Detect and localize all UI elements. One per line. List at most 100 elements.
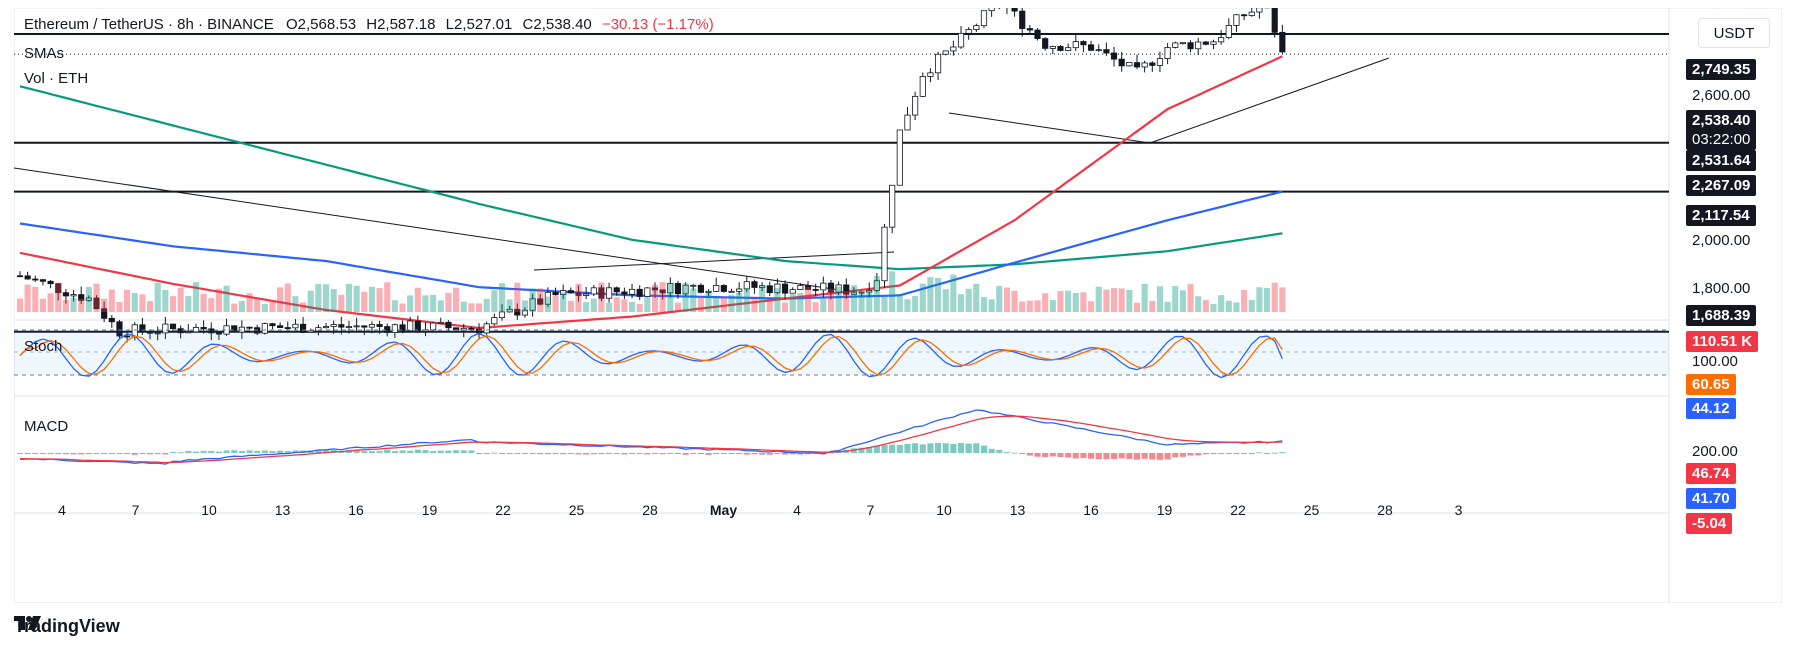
candle-body	[812, 289, 819, 291]
volume-bar	[812, 302, 819, 312]
volume-bar	[713, 296, 720, 312]
stoch-k-line	[19, 332, 1283, 379]
candle-body	[537, 298, 544, 305]
volume-bar	[736, 292, 743, 312]
chart-canvas[interactable]: 4 7 10 13 16 19 22 25 28 May 4 7 10 13 16 19 22 25 28 3	[14, 8, 1782, 603]
macd-histogram-bar	[78, 453, 85, 455]
volume-bar	[407, 295, 414, 312]
macd-histogram-bar	[430, 451, 437, 453]
candle-body	[667, 283, 674, 294]
macd-histogram-bar	[873, 445, 880, 453]
volume-bar	[70, 297, 77, 312]
candle-body	[590, 287, 597, 295]
macd-histogram-bar	[1263, 453, 1271, 454]
macd-histogram-bar	[912, 443, 919, 453]
volume-bar	[78, 298, 85, 312]
candle-body	[246, 326, 253, 329]
macd-histogram-bar	[980, 445, 988, 453]
candle-body	[858, 291, 865, 294]
volume-bar	[1271, 282, 1278, 312]
candle-body	[942, 50, 949, 55]
macd-histogram-bar	[766, 453, 773, 455]
macd-histogram-bar	[101, 453, 108, 454]
macd-histogram-bar	[1019, 453, 1026, 454]
candle-body	[1026, 28, 1033, 31]
volume-bar	[628, 301, 636, 312]
macd-histogram-bar	[942, 443, 949, 453]
macd-histogram-bar	[1133, 453, 1141, 460]
macd-histogram-bar	[705, 453, 712, 455]
tradingview-logo[interactable]: TradingView	[14, 616, 120, 637]
macd-histogram-bar	[904, 443, 911, 453]
macd-histogram-bar	[238, 450, 245, 453]
macd-histogram-bar	[927, 443, 934, 453]
macd-histogram-bar	[391, 451, 398, 453]
macd-histogram-bar	[720, 453, 727, 454]
volume-bar	[1172, 286, 1179, 312]
volume-bar	[437, 300, 444, 312]
price-tick-2000: 2,000.00	[1692, 232, 1751, 249]
macd-histogram-bar	[950, 443, 957, 453]
macd-signal-tag: -5.04	[1686, 513, 1733, 534]
macd-histogram-bar	[1003, 451, 1010, 453]
candle-body	[774, 283, 781, 294]
candle-body	[1202, 41, 1209, 45]
macd-histogram-bar	[797, 453, 804, 455]
volume-bar	[889, 271, 896, 312]
trend-line	[533, 251, 895, 271]
currency-button[interactable]: USDT	[1698, 18, 1770, 48]
macd-histogram-bar	[445, 450, 452, 453]
candle-body	[1126, 62, 1133, 67]
macd-histogram-bar	[139, 453, 146, 454]
candle-body	[927, 72, 934, 77]
macd-histogram-bar	[384, 449, 391, 453]
candle-body	[1179, 42, 1186, 45]
macd-histogram-bar	[353, 449, 360, 453]
level-tag-1688: 1,688.39	[1686, 305, 1757, 326]
stoch-d-line	[19, 335, 1283, 376]
candle-body	[78, 294, 85, 301]
candle-body	[1095, 49, 1102, 52]
macd-histogram-bar	[935, 442, 942, 453]
volume-label[interactable]: Vol · ETH	[24, 70, 89, 87]
candle-body	[896, 129, 903, 186]
volume-bar	[606, 302, 613, 312]
macd-label[interactable]: MACD	[24, 418, 69, 435]
candle-body	[1110, 52, 1118, 60]
volume-bar	[101, 298, 108, 312]
volume-bar	[743, 287, 750, 312]
volume-bar	[843, 291, 850, 312]
macd-histogram-bar	[1233, 453, 1240, 454]
volume-bar	[705, 292, 712, 312]
macd-histogram-bar	[208, 451, 215, 453]
macd-histogram-bar	[437, 450, 444, 453]
volume-bar	[751, 298, 758, 312]
volume-bar	[453, 287, 460, 312]
chart-frame[interactable]: 4 7 10 13 16 19 22 25 28 May 4 7 10 13 16 19 22 25 28 3 Eth…	[14, 8, 1782, 603]
volume-bar	[169, 296, 177, 312]
macd-histogram-bar	[483, 453, 490, 454]
volume-bar	[277, 287, 284, 312]
macd-histogram-bar	[590, 453, 597, 455]
symbol-name: Ethereum / TetherUS · 8h · BINANCE	[24, 16, 274, 33]
candle-body	[154, 332, 161, 335]
level-tag-2267: 2,267.09	[1686, 175, 1757, 196]
macd-histogram-bar	[85, 453, 92, 455]
candle-body	[108, 317, 115, 323]
x-axis-tick: 25	[569, 502, 585, 518]
candle-body	[1225, 25, 1232, 38]
macd-histogram-bar	[62, 453, 69, 455]
volume-bar	[231, 303, 238, 312]
volume-bar	[682, 283, 689, 312]
macd-histogram-bar	[804, 453, 812, 455]
macd-histogram-bar	[154, 453, 161, 454]
volume-bar	[1019, 301, 1026, 312]
macd-histogram-bar	[1118, 453, 1125, 459]
candle-body	[215, 332, 222, 335]
volume-bar	[322, 284, 330, 312]
stoch-label[interactable]: Stoch	[24, 338, 63, 355]
macd-histogram-bar	[560, 453, 567, 455]
volume-bar	[896, 293, 903, 312]
volume-bar	[307, 290, 314, 312]
smas-label[interactable]: SMAs	[24, 45, 65, 62]
